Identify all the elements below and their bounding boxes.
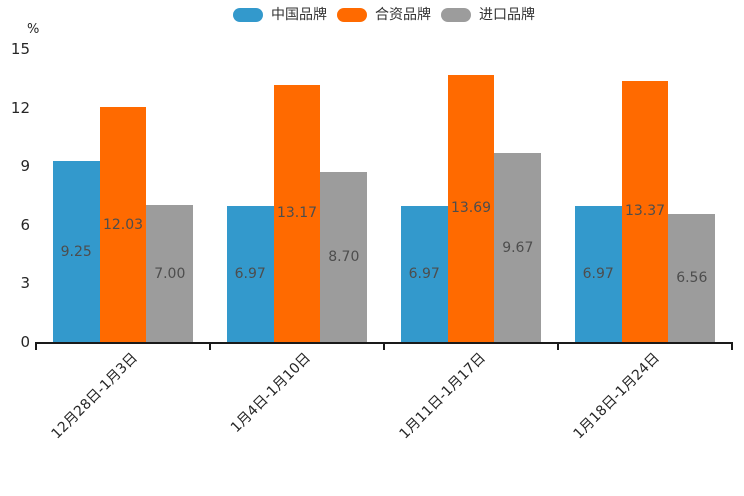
bar-series0-cat1[interactable] — [226, 205, 274, 342]
y-axis-tick-label: 15 — [10, 40, 30, 58]
bar-value-label: 6.97 — [408, 265, 440, 282]
legend-item-china-brand[interactable]: 中国品牌 — [233, 7, 327, 23]
bar-value-label: 6.56 — [676, 269, 708, 286]
chart-legend: 中国品牌 合资品牌 进口品牌 — [24, 7, 744, 23]
bar-series1-cat2[interactable] — [447, 74, 495, 342]
x-axis-label: 1月4日-1月10日 — [228, 350, 315, 436]
bar-series0-cat2[interactable] — [400, 205, 448, 342]
y-axis-tick-label: 9 — [20, 157, 30, 176]
x-axis-label: 1月11日-1月17日 — [396, 350, 489, 443]
bar-value-label: 8.70 — [328, 249, 360, 266]
bar-value-label: 7.00 — [154, 265, 186, 282]
x-axis-tick — [209, 342, 211, 350]
bar-value-label: 9.67 — [502, 239, 534, 256]
y-axis-unit-label: % — [27, 22, 40, 37]
bar-series1-cat3[interactable] — [621, 80, 669, 342]
bar-value-label: 6.97 — [582, 265, 614, 282]
bar-series0-cat0[interactable] — [52, 161, 100, 342]
bar-series2-cat1[interactable] — [320, 172, 368, 342]
legend-swatch-joint-venture-brand — [337, 8, 367, 22]
legend-swatch-china-brand — [233, 8, 263, 22]
legend-item-import-brand[interactable]: 进口品牌 — [441, 7, 535, 23]
x-axis-tick — [557, 342, 559, 350]
bar-value-label: 6.97 — [234, 265, 266, 282]
bar-series1-cat0[interactable] — [99, 107, 147, 342]
x-axis-label: 1月18日-1月24日 — [570, 350, 663, 443]
x-axis-tick — [731, 342, 733, 350]
x-axis-tick — [35, 342, 37, 350]
y-axis-tick-label: 0 — [20, 333, 30, 351]
bar-series2-cat3[interactable] — [668, 213, 716, 342]
bar-value-label: 12.03 — [102, 216, 144, 233]
bar-series0-cat3[interactable] — [574, 205, 622, 342]
legend-label-joint-venture-brand: 合资品牌 — [375, 7, 431, 23]
bar-series1-cat1[interactable] — [273, 84, 321, 342]
legend-swatch-import-brand — [441, 8, 471, 22]
y-axis-tick-label: 6 — [20, 215, 30, 234]
bar-value-label: 13.69 — [450, 200, 492, 217]
legend-label-china-brand: 中国品牌 — [271, 7, 327, 23]
legend-item-joint-venture-brand[interactable]: 合资品牌 — [337, 7, 431, 23]
y-axis-tick-label: 3 — [20, 274, 30, 293]
bar-value-label: 13.37 — [624, 203, 666, 220]
bar-series2-cat0[interactable] — [146, 205, 194, 342]
x-axis-label: 12月28日-1月3日 — [48, 350, 141, 443]
bar-value-label: 9.25 — [60, 243, 92, 260]
bar-series2-cat2[interactable] — [494, 153, 542, 342]
y-axis-tick-label: 12 — [10, 98, 30, 117]
legend-label-import-brand: 进口品牌 — [479, 7, 535, 23]
bar-value-label: 13.17 — [276, 205, 318, 222]
x-axis-tick — [383, 342, 385, 350]
